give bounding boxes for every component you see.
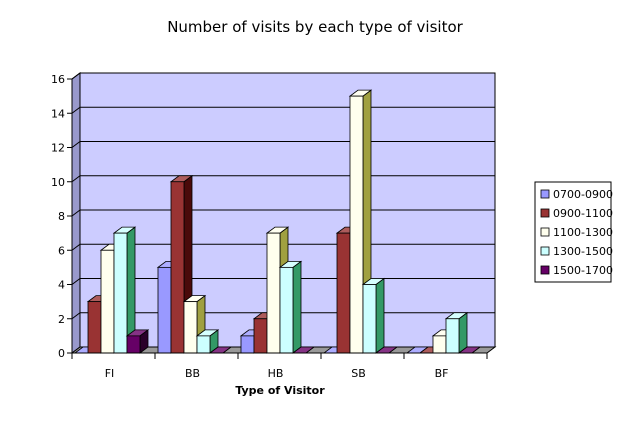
y-tick-label: 0 (58, 347, 65, 360)
bar-front (87, 301, 102, 354)
bar-side (375, 277, 385, 354)
gridline-side (71, 141, 81, 148)
y-tick-label: 6 (58, 244, 65, 257)
bar-side (292, 260, 302, 354)
bar (112, 226, 137, 354)
bars (73, 89, 482, 354)
legend-swatch (540, 208, 550, 218)
legend-label: 1100-1300 (553, 226, 613, 239)
y-tick-label: 8 (58, 210, 65, 223)
bar (169, 174, 194, 354)
legend-item: 1300-1500 (540, 245, 613, 258)
gridline-side (71, 209, 81, 217)
legend-label: 1300-1500 (553, 245, 613, 258)
x-tick-label: SB (351, 367, 366, 380)
bar (361, 277, 386, 354)
gridline-side (71, 312, 81, 320)
legend-item: 1100-1300 (540, 226, 613, 239)
bar-front (362, 284, 377, 354)
legend-swatch (540, 227, 550, 237)
y-tick-label: 10 (51, 176, 65, 189)
legend-label: 0900-1100 (553, 207, 613, 220)
legend-label: 1500-1700 (553, 264, 613, 277)
gridline-side (71, 72, 81, 80)
x-tick-label: FI (105, 367, 115, 380)
bar-front (266, 232, 281, 354)
y-tick-label: 14 (51, 107, 65, 120)
gridline-side (71, 243, 81, 251)
legend-item: 0700-0900 (540, 188, 613, 201)
x-axis-label: Type of Visitor (235, 384, 325, 397)
x-axis: FI BB HB SB BF (71, 352, 488, 380)
chart-title: Number of visits by each type of visitor (167, 18, 463, 36)
bar-front (445, 318, 460, 354)
y-tick-label: 2 (58, 313, 65, 326)
x-tick-label: BB (185, 367, 200, 380)
y-tick-label: 4 (58, 279, 65, 292)
legend-swatch (540, 189, 550, 199)
bar (195, 329, 220, 354)
bar (278, 260, 303, 354)
bar-front (432, 335, 447, 354)
bar-front (253, 318, 268, 354)
y-tick-label: 12 (51, 142, 65, 155)
bar-front (100, 249, 115, 354)
bar-front (196, 335, 211, 354)
bar-front (126, 335, 141, 354)
bar-front (183, 301, 198, 354)
bar-front (349, 95, 364, 354)
gridline-side (71, 175, 81, 183)
legend-swatch (540, 265, 550, 275)
y-axis: 0 2 4 6 8 10 12 14 16 (51, 73, 73, 360)
legend-swatch (540, 246, 550, 256)
x-tick-label: BF (435, 367, 449, 380)
legend-label: 0700-0900 (553, 188, 613, 201)
bar-front (113, 232, 128, 354)
bar (125, 329, 150, 354)
bar (444, 311, 469, 354)
bar-front (240, 335, 255, 354)
x-tick-label: HB (268, 367, 284, 380)
bar-side (458, 311, 468, 354)
gridline-side (71, 278, 81, 285)
y-tick-label: 16 (51, 73, 65, 86)
legend-item: 1500-1700 (540, 264, 613, 277)
legend-item: 0900-1100 (540, 207, 613, 220)
legend: 0700-0900 0900-1100 1100-1300 1300-1500 1500… (534, 181, 613, 283)
bar-front (157, 266, 172, 354)
bar-front (279, 266, 294, 354)
gridline-side (71, 106, 81, 114)
bar-front (170, 181, 185, 354)
bar-front (336, 232, 351, 354)
